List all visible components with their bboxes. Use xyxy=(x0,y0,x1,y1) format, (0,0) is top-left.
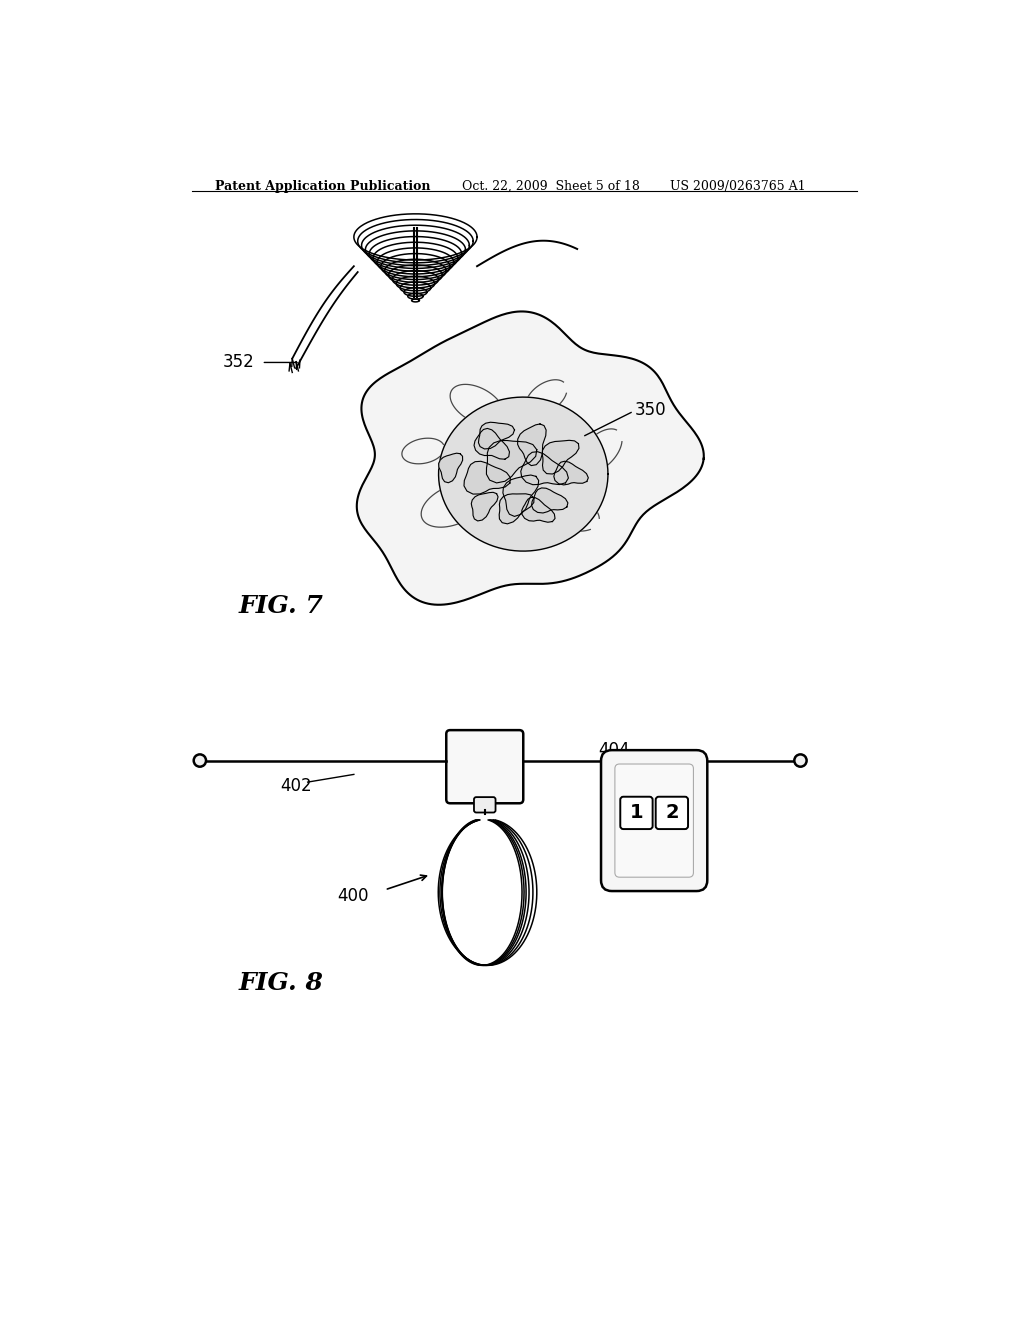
Text: 352: 352 xyxy=(223,354,255,371)
Polygon shape xyxy=(531,488,568,513)
FancyBboxPatch shape xyxy=(621,797,652,829)
Polygon shape xyxy=(474,429,510,459)
Polygon shape xyxy=(522,498,555,523)
Text: FIG. 7: FIG. 7 xyxy=(239,594,324,618)
Polygon shape xyxy=(356,312,703,605)
Text: US 2009/0263765 A1: US 2009/0263765 A1 xyxy=(670,180,805,193)
Text: FIG. 8: FIG. 8 xyxy=(239,972,324,995)
Text: 404: 404 xyxy=(599,741,630,759)
Text: Patent Application Publication: Patent Application Publication xyxy=(215,180,431,193)
FancyBboxPatch shape xyxy=(601,750,708,891)
Polygon shape xyxy=(478,422,514,449)
Text: 402: 402 xyxy=(281,777,312,795)
FancyBboxPatch shape xyxy=(474,797,496,813)
Polygon shape xyxy=(543,441,579,474)
Polygon shape xyxy=(464,461,510,494)
Circle shape xyxy=(194,755,206,767)
Polygon shape xyxy=(438,397,608,550)
Polygon shape xyxy=(517,424,546,466)
Polygon shape xyxy=(471,492,498,521)
Text: 350: 350 xyxy=(635,401,667,420)
Circle shape xyxy=(795,755,807,767)
Text: Oct. 22, 2009  Sheet 5 of 18: Oct. 22, 2009 Sheet 5 of 18 xyxy=(462,180,640,193)
FancyBboxPatch shape xyxy=(614,764,693,878)
FancyBboxPatch shape xyxy=(446,730,523,804)
Polygon shape xyxy=(499,494,534,524)
FancyBboxPatch shape xyxy=(655,797,688,829)
Polygon shape xyxy=(486,441,537,483)
Text: 1: 1 xyxy=(630,804,643,822)
Polygon shape xyxy=(554,461,589,484)
Polygon shape xyxy=(438,453,463,483)
Polygon shape xyxy=(521,451,568,484)
Polygon shape xyxy=(503,475,539,516)
Text: 400: 400 xyxy=(337,887,369,906)
Text: 2: 2 xyxy=(665,804,679,822)
